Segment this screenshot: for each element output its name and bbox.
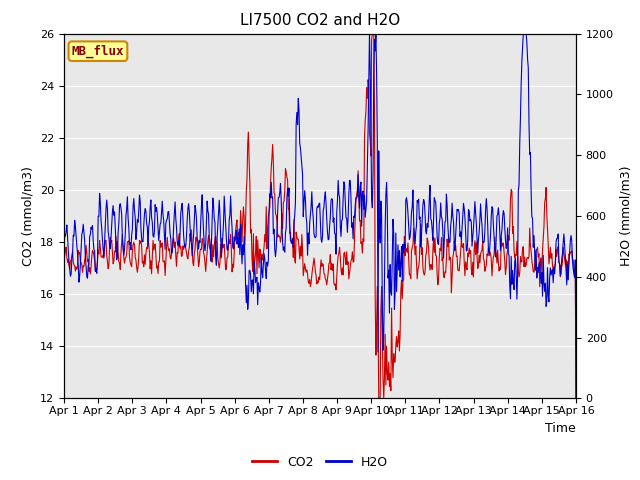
Y-axis label: H2O (mmol/m3): H2O (mmol/m3) [620,166,632,266]
Legend: CO2, H2O: CO2, H2O [247,451,393,474]
Text: MB_flux: MB_flux [72,45,124,58]
Y-axis label: CO2 (mmol/m3): CO2 (mmol/m3) [22,166,35,266]
X-axis label: Time: Time [545,421,576,434]
Title: LI7500 CO2 and H2O: LI7500 CO2 and H2O [240,13,400,28]
